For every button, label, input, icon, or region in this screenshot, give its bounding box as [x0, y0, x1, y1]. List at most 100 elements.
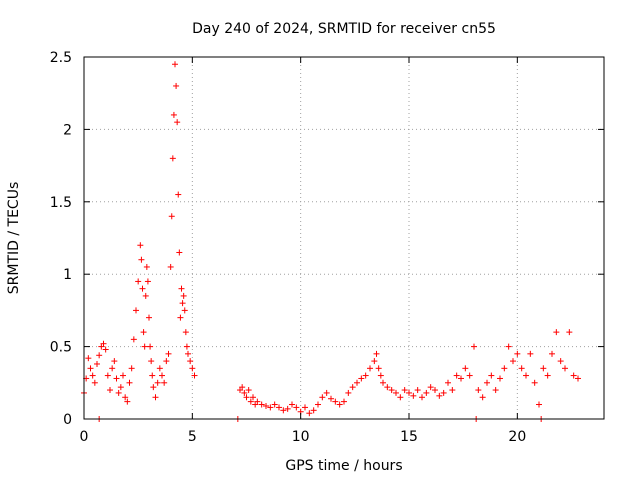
data-point	[375, 365, 382, 372]
data-point	[553, 329, 560, 336]
data-point	[514, 350, 521, 357]
data-point	[531, 379, 538, 386]
data-point	[332, 398, 339, 405]
data-point	[505, 343, 512, 350]
data-point	[488, 372, 495, 379]
data-point	[117, 384, 124, 391]
data-point	[152, 394, 159, 401]
data-point	[371, 358, 378, 365]
data-point	[94, 360, 100, 367]
data-point	[85, 355, 92, 362]
data-point	[176, 249, 183, 256]
data-point	[570, 372, 577, 379]
data-point	[501, 365, 508, 372]
data-point	[174, 119, 181, 126]
data-point	[453, 372, 460, 379]
data-point	[458, 375, 464, 382]
y-tick-label: 2	[63, 122, 72, 138]
x-tick-label: 10	[292, 429, 310, 445]
y-tick-label: 0.5	[50, 340, 72, 356]
data-point	[120, 372, 126, 379]
y-tick-label: 0	[63, 412, 72, 428]
data-point	[575, 375, 581, 382]
data-point	[148, 358, 155, 365]
data-point	[397, 394, 404, 401]
x-axis-label: GPS time / hours	[285, 458, 402, 474]
data-point	[96, 352, 103, 359]
data-point	[293, 404, 300, 411]
data-point	[175, 191, 182, 198]
data-point	[440, 389, 447, 396]
data-point	[167, 263, 174, 270]
data-point	[284, 405, 291, 412]
data-point	[104, 372, 111, 379]
x-tick-label: 5	[188, 429, 197, 445]
data-point	[406, 389, 412, 396]
data-point	[410, 392, 417, 399]
data-point	[178, 285, 185, 292]
data-point	[310, 407, 317, 414]
data-point	[113, 375, 120, 382]
data-point	[510, 358, 516, 365]
data-point	[544, 372, 551, 379]
data-point	[138, 256, 145, 263]
data-point	[341, 398, 347, 405]
data-point	[182, 329, 189, 336]
data-point	[414, 387, 421, 394]
data-point	[247, 398, 254, 405]
data-point	[484, 379, 490, 386]
x-tick-label: 15	[400, 429, 418, 445]
data-point	[189, 365, 196, 372]
data-point	[143, 263, 150, 270]
data-point	[306, 410, 313, 417]
data-point	[354, 379, 360, 386]
data-point	[280, 407, 287, 414]
data-point	[419, 394, 425, 401]
data-point	[479, 394, 486, 401]
data-point	[566, 329, 573, 336]
data-point	[536, 401, 542, 408]
data-point	[91, 379, 98, 386]
data-point	[492, 387, 499, 394]
data-point	[436, 392, 443, 399]
y-axis-label: SRMTID / TECUs	[6, 182, 22, 295]
chart-title: Day 240 of 2024, SRMTID for receiver cn5…	[192, 21, 496, 37]
data-point	[449, 387, 456, 394]
data-point	[141, 343, 148, 350]
data-point	[401, 387, 408, 394]
data-point	[302, 404, 308, 411]
data-point	[161, 379, 168, 386]
data-point	[172, 61, 178, 68]
data-point	[135, 278, 142, 285]
data-point	[137, 242, 144, 249]
data-point	[156, 365, 163, 372]
data-point	[243, 394, 250, 401]
data-point	[133, 307, 139, 314]
data-point	[466, 372, 473, 379]
data-point	[140, 329, 147, 336]
data-point	[432, 387, 438, 394]
data-point	[315, 401, 321, 408]
data-point	[147, 343, 154, 350]
data-point	[126, 379, 133, 386]
data-point	[146, 314, 152, 321]
data-point	[540, 365, 547, 372]
data-point	[250, 394, 256, 401]
data-point	[241, 389, 248, 396]
x-tick-label: 20	[508, 429, 526, 445]
data-point	[462, 365, 469, 372]
data-point	[336, 401, 343, 408]
data-points	[81, 61, 581, 422]
data-point	[523, 372, 529, 379]
data-point	[377, 372, 384, 379]
data-point	[130, 336, 137, 343]
data-point	[159, 372, 165, 379]
data-point	[169, 155, 176, 162]
data-point	[527, 350, 534, 357]
data-point	[107, 387, 113, 394]
data-point	[191, 372, 198, 379]
data-point	[557, 358, 564, 365]
data-point	[276, 404, 282, 411]
data-point	[393, 389, 399, 396]
